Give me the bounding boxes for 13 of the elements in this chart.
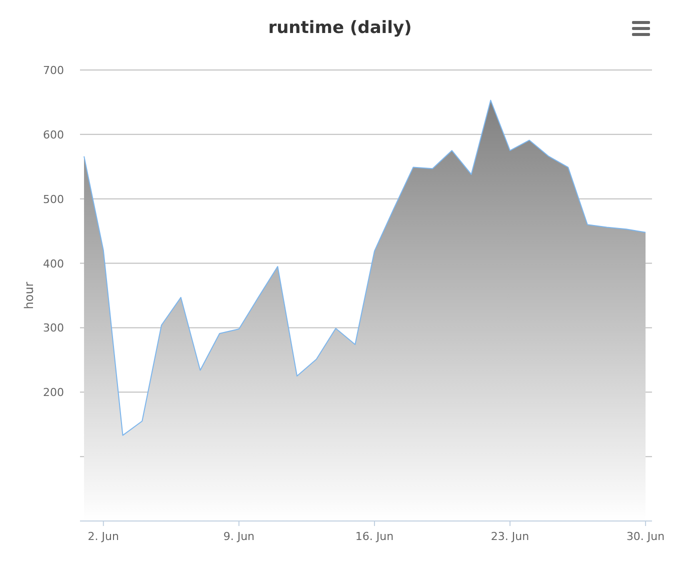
y-tick-label: 500 xyxy=(43,192,64,206)
x-tick-label: 23. Jun xyxy=(490,530,530,543)
chart-title: runtime (daily) xyxy=(268,18,412,38)
y-axis-title: hour xyxy=(22,282,36,310)
x-tick-label: 9. Jun xyxy=(223,530,255,543)
x-tick-label: 2. Jun xyxy=(88,530,120,543)
y-tick-label: 700 xyxy=(43,64,64,77)
y-tick-label: 600 xyxy=(43,128,64,142)
y-tick-label: 200 xyxy=(43,386,64,400)
x-tick-label: 30. Jun xyxy=(626,530,665,543)
x-tick-label: 16. Jun xyxy=(355,530,394,543)
y-tick-label: 300 xyxy=(43,322,64,335)
y-tick-label: 400 xyxy=(43,257,64,270)
